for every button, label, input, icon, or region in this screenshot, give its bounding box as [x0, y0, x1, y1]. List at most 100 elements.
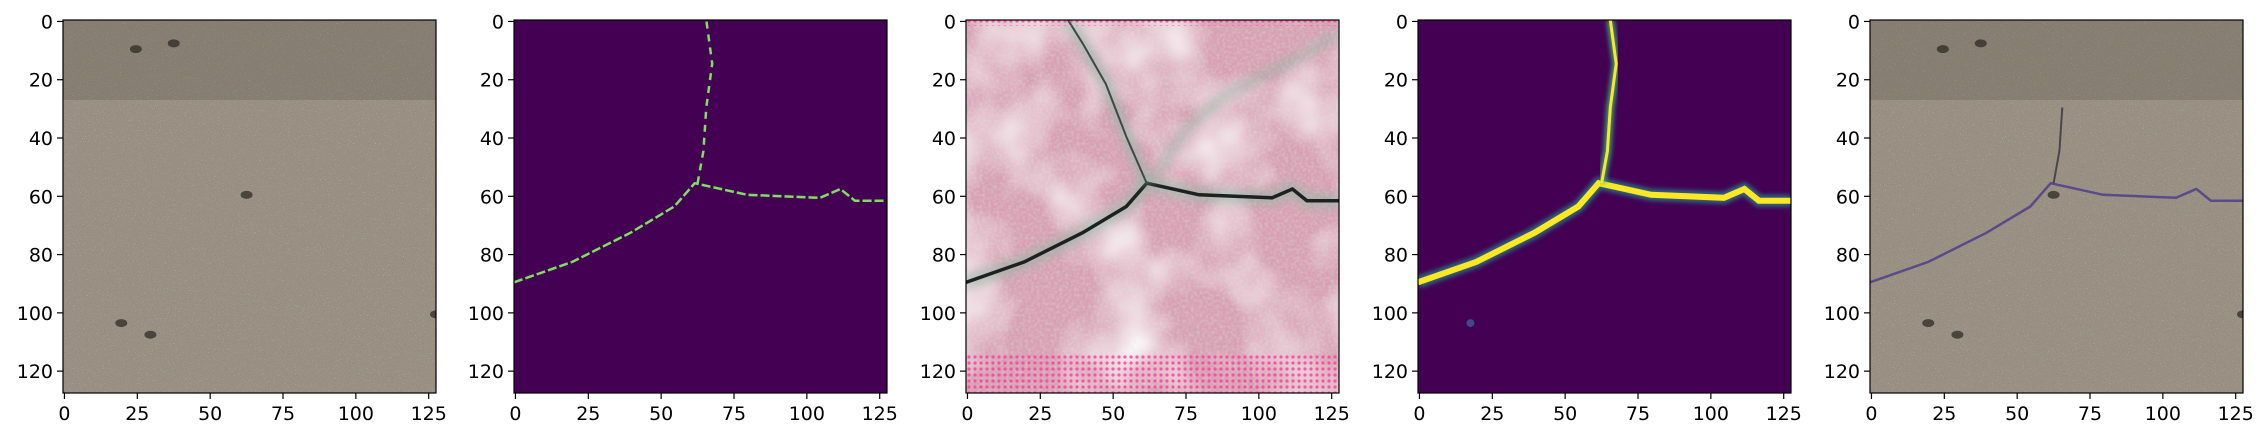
- heatmap-background: [1418, 20, 1791, 393]
- overlay-crack-branch: [2052, 107, 2064, 184]
- y-tick-label: 20: [932, 70, 956, 92]
- y-tick-label: 0: [492, 11, 504, 33]
- x-tick-label: 0: [1865, 403, 1877, 425]
- y-tick-label: 120: [1372, 361, 1408, 383]
- y-tick-label: 60: [29, 186, 53, 208]
- y-tick-label: 40: [1384, 128, 1408, 150]
- y-tick-label: 60: [932, 186, 956, 208]
- x-tick-label: 0: [961, 403, 973, 425]
- overlay-crack: [1870, 181, 2243, 284]
- y-tick-label: 40: [29, 128, 53, 150]
- x-tick-label: 50: [1553, 403, 1577, 425]
- panel-2: 0 25 50 75 100 125 0 20 40 60 80 100 120: [468, 11, 898, 425]
- x-tick-label: 75: [1626, 403, 1650, 425]
- surface-pit: [144, 330, 157, 339]
- y-tick-label: 120: [17, 361, 53, 383]
- y-tick-label: 40: [480, 128, 504, 150]
- y-tick-label: 120: [468, 361, 504, 383]
- y-tick-label: 0: [944, 11, 956, 33]
- y-tick-label: 40: [932, 128, 956, 150]
- x-tick-label: 75: [1174, 403, 1198, 425]
- x-tick-label: 125: [2218, 403, 2254, 425]
- x-tick-label: 100: [2145, 403, 2181, 425]
- x-tick-label: 125: [1314, 403, 1350, 425]
- surface-pit: [2047, 190, 2060, 199]
- x-tick-label: 125: [862, 403, 898, 425]
- x-tick-label: 100: [1693, 403, 1729, 425]
- surface-pit: [167, 39, 180, 48]
- y-tick-label: 0: [1396, 11, 1408, 33]
- concrete-surface-photo: [63, 20, 436, 393]
- x-tick-label: 0: [58, 403, 70, 425]
- surface-pit: [129, 45, 142, 54]
- y-tick-label: 20: [1384, 70, 1408, 92]
- surface-pit: [240, 190, 253, 199]
- top-shadow: [1870, 20, 2243, 100]
- texture-dot-band: [966, 355, 1339, 393]
- x-tick-label: 75: [722, 403, 746, 425]
- light-grain: [63, 20, 436, 393]
- y-tick-label: 60: [480, 186, 504, 208]
- x-tick-label: 0: [509, 403, 521, 425]
- y-tick-label: 0: [1848, 11, 1860, 33]
- x-tick-label: 50: [2005, 403, 2029, 425]
- y-tick-label: 80: [1384, 245, 1408, 267]
- x-tick-label: 125: [411, 403, 447, 425]
- mask-crack: [514, 181, 887, 284]
- y-tick-label: 100: [17, 303, 53, 325]
- light-grain: [1870, 20, 2243, 393]
- x-tick-label: 125: [1766, 403, 1802, 425]
- surface-pit: [1922, 319, 1935, 328]
- axes-frame: [62, 19, 437, 394]
- y-tick-label: 80: [480, 245, 504, 267]
- panel-1: 0 25 50 75 100 125 0 20 40 60 80 100 120: [17, 11, 447, 425]
- heatmap-blob: [1466, 319, 1475, 328]
- axes-frame: [1417, 19, 1792, 394]
- y-tick-label: 120: [1824, 361, 1860, 383]
- surface-pit: [430, 310, 436, 319]
- top-shadow: [63, 20, 436, 100]
- x-tick-label: 25: [576, 403, 600, 425]
- axes-frame: [513, 19, 888, 394]
- heatmap-crack: [1418, 179, 1791, 286]
- x-tick-label: 75: [271, 403, 295, 425]
- x-tick-label: 100: [1241, 403, 1277, 425]
- y-tick-label: 100: [1372, 303, 1408, 325]
- texture-crack: [966, 181, 1339, 284]
- texture-dot-top: [966, 20, 1339, 26]
- y-tick-label: 80: [1836, 245, 1860, 267]
- predicted-crack-heatmap: [1418, 20, 1791, 393]
- surface-pit: [1974, 39, 1987, 48]
- mask-background: [514, 20, 887, 393]
- heatmap-branch: [1600, 20, 1618, 184]
- x-tick-label: 0: [1413, 403, 1425, 425]
- x-tick-label: 25: [1932, 403, 1956, 425]
- x-tick-label: 50: [198, 403, 222, 425]
- axes-frame: [1869, 19, 2244, 394]
- surface-pit: [2237, 310, 2243, 319]
- x-tick-label: 50: [649, 403, 673, 425]
- axes-frame: [965, 19, 1340, 394]
- mask-crack-branch: [696, 20, 714, 184]
- y-tick-label: 20: [480, 70, 504, 92]
- x-tick-label: 50: [1101, 403, 1125, 425]
- y-tick-label: 20: [1836, 70, 1860, 92]
- ground-truth-crack-mask: [514, 20, 887, 393]
- surface-pit: [1936, 45, 1949, 54]
- y-tick-label: 100: [468, 303, 504, 325]
- y-tick-label: 40: [1836, 128, 1860, 150]
- texture-noise: [966, 20, 1339, 393]
- panel-4: 0 25 50 75 100 125 0 20 40 60 80 100 120: [1372, 11, 1802, 425]
- x-tick-label: 25: [1028, 403, 1052, 425]
- surface-pit: [1951, 330, 1964, 339]
- x-tick-label: 75: [2078, 403, 2102, 425]
- y-tick-label: 0: [41, 11, 53, 33]
- texture-branch: [1067, 20, 1148, 184]
- surface-pit: [115, 319, 128, 328]
- generated-crack-texture: [966, 20, 1339, 393]
- x-tick-label: 100: [789, 403, 825, 425]
- panel-3: 0 25 50 75 100 125 0 20 40 60 80 100 120: [920, 11, 1350, 425]
- x-tick-label: 25: [125, 403, 149, 425]
- x-tick-label: 100: [338, 403, 374, 425]
- y-tick-label: 80: [932, 245, 956, 267]
